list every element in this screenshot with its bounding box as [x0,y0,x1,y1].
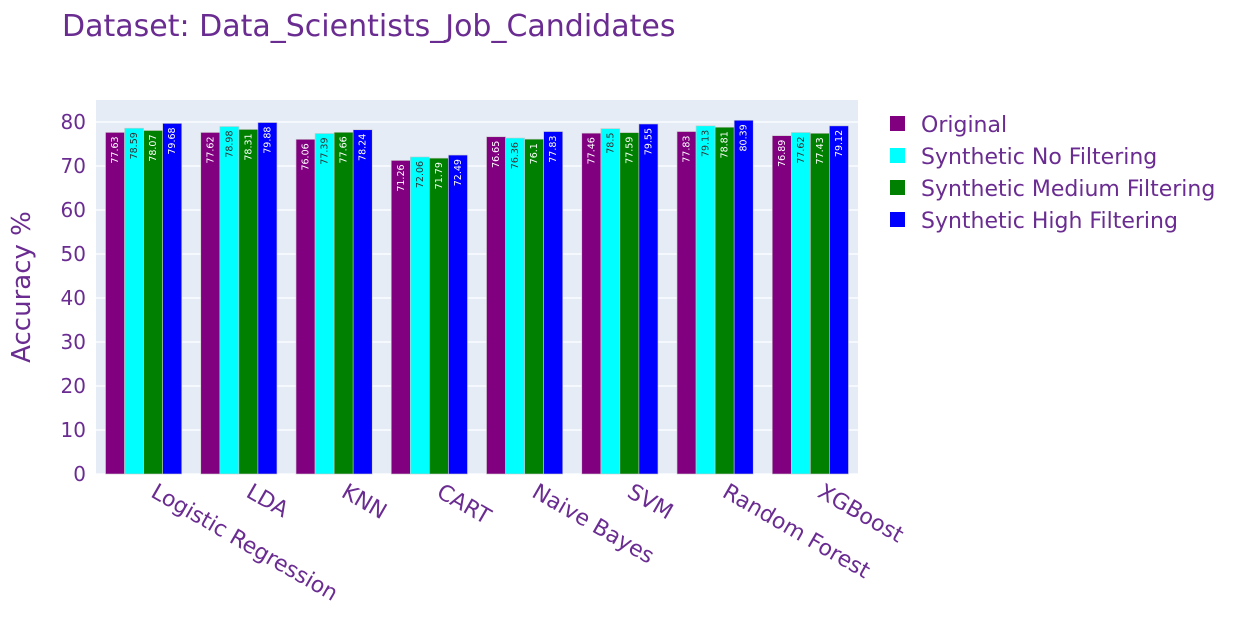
bar-value-label: 77.83 [548,136,559,163]
bar [829,125,849,475]
bar-value-label: 78.59 [129,132,140,159]
bar [143,130,163,475]
bar [200,132,221,475]
bar [410,156,430,475]
bar-value-label: 77.62 [205,136,216,163]
bar-value-label: 78.5 [605,133,616,154]
bar [295,139,316,475]
bar-value-label: 76.36 [510,142,521,169]
bar-value-label: 78.31 [243,133,254,160]
x-category-label: CART [432,480,495,531]
bar [390,160,411,475]
bar-value-label: 79.68 [167,127,178,154]
bar [600,128,621,475]
bar-value-label: 77.43 [815,137,826,164]
x-category-label: KNN [337,480,391,525]
bar-value-label: 79.88 [262,127,273,154]
legend-swatch [890,180,905,195]
bar-value-label: 78.07 [148,134,159,161]
y-axis-title: Accuracy % [7,211,37,363]
data-labels: 77.63 78.59 78.07 79.68 77.62 78.98 78.31 79.88… [110,124,845,191]
bar [314,133,335,475]
bar [543,131,564,475]
bar-value-label: 71.26 [396,164,407,191]
legend-swatch [890,116,905,131]
bar [124,127,144,475]
y-tick-label: 30 [61,330,86,354]
x-category-label: SVM [623,480,677,526]
bar-value-label: 79.13 [701,130,712,157]
bar-value-label: 76.06 [301,143,312,170]
bar-value-label: 77.83 [682,136,693,163]
bar [219,126,240,475]
bar [333,131,354,475]
bar [352,129,373,475]
bar [619,132,640,475]
bar [105,132,125,475]
bar [486,136,506,475]
y-axis-ticks: 0 10 20 30 40 50 60 70 80 [61,110,86,486]
y-tick-label: 0 [73,462,86,486]
x-category-label: LDA [242,480,292,524]
bar-value-label: 78.98 [224,130,235,157]
bar [733,119,754,475]
bar-value-label: 80.39 [739,124,750,151]
bar [581,132,602,475]
chart-title: Dataset: Data_Scientists_Job_Candidates [62,9,675,44]
legend-label: Synthetic Medium Filtering [921,177,1215,202]
legend: Original Synthetic No Filtering Synthetic … [890,113,1215,234]
legend-label: Synthetic High Filtering [921,209,1178,234]
bar-value-label: 76.1 [529,143,540,164]
legend-swatch [890,148,905,163]
bar-value-label: 72.49 [453,159,464,186]
bar [257,122,278,475]
y-tick-label: 60 [61,198,86,222]
bar [714,126,735,475]
bar [810,133,830,475]
bar-value-label: 79.55 [643,128,654,155]
bar-value-label: 77.63 [110,136,121,163]
bar-value-label: 76.65 [491,141,502,168]
bar-value-label: 76.89 [777,140,788,167]
bar-value-label: 71.79 [434,162,445,189]
bar [505,137,525,475]
bar [676,131,697,475]
bar [695,125,716,475]
y-tick-label: 40 [61,286,86,310]
bar-value-label: 77.39 [320,137,331,164]
bar [429,157,449,475]
y-tick-label: 70 [61,154,86,178]
bar [238,129,259,475]
bar-value-label: 72.06 [415,161,426,188]
legend-label: Original [921,113,1007,138]
y-tick-label: 20 [61,374,86,398]
bar-value-label: 78.81 [720,131,731,158]
bar-value-label: 77.62 [796,136,807,163]
bar [524,138,544,475]
bar-value-label: 77.59 [624,137,635,164]
y-tick-label: 50 [61,242,86,266]
bar [638,123,659,475]
legend-label: Synthetic No Filtering [921,145,1157,170]
bar [162,123,183,475]
bars [105,119,849,475]
bar-value-label: 77.66 [339,136,350,163]
bar [771,135,792,475]
bar [791,132,811,475]
bar-value-label: 79.12 [834,130,845,157]
y-tick-label: 80 [61,110,86,134]
bar-value-label: 78.24 [358,134,369,161]
bar-value-label: 77.46 [586,137,597,164]
y-tick-label: 10 [61,418,86,442]
legend-swatch [890,212,905,227]
bar [448,154,468,475]
